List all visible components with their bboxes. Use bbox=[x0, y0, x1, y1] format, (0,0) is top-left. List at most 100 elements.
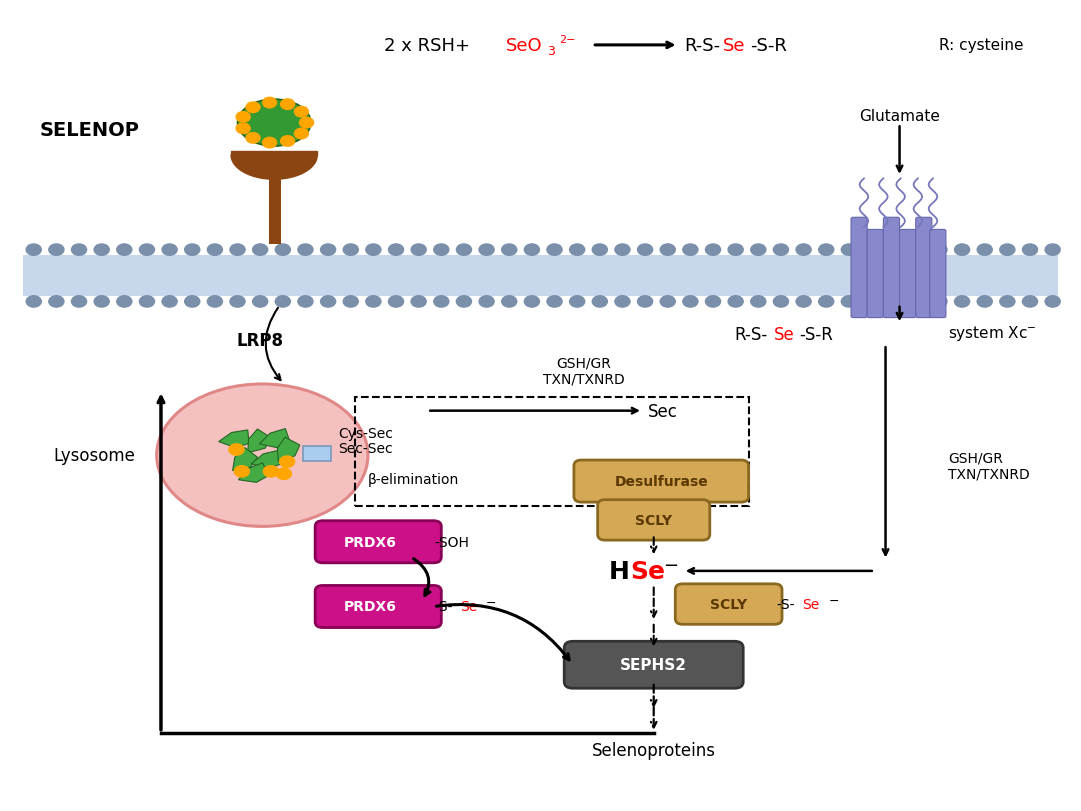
Circle shape bbox=[729, 245, 744, 256]
Polygon shape bbox=[278, 438, 299, 461]
Circle shape bbox=[638, 296, 653, 307]
Circle shape bbox=[277, 469, 292, 480]
Circle shape bbox=[299, 118, 313, 129]
Text: PRDX6: PRDX6 bbox=[344, 535, 397, 549]
FancyBboxPatch shape bbox=[316, 586, 441, 628]
Circle shape bbox=[706, 245, 721, 256]
Circle shape bbox=[253, 296, 268, 307]
Circle shape bbox=[185, 245, 200, 256]
Circle shape bbox=[433, 296, 449, 307]
Circle shape bbox=[1023, 296, 1038, 307]
Circle shape bbox=[456, 296, 471, 307]
Circle shape bbox=[864, 296, 879, 307]
Polygon shape bbox=[232, 448, 257, 471]
Polygon shape bbox=[239, 463, 268, 483]
Circle shape bbox=[615, 296, 630, 307]
Text: R-S-: R-S- bbox=[684, 36, 720, 55]
Circle shape bbox=[570, 245, 585, 256]
Circle shape bbox=[706, 296, 721, 307]
Circle shape bbox=[162, 296, 177, 307]
Circle shape bbox=[886, 245, 902, 256]
Circle shape bbox=[343, 296, 358, 307]
Text: SCLY: SCLY bbox=[636, 513, 672, 527]
Circle shape bbox=[49, 245, 64, 256]
Polygon shape bbox=[218, 431, 249, 448]
Polygon shape bbox=[259, 429, 290, 448]
Circle shape bbox=[185, 296, 200, 307]
Text: Se: Se bbox=[723, 36, 745, 55]
Text: Cys-Sec: Cys-Sec bbox=[337, 427, 392, 441]
Circle shape bbox=[841, 296, 856, 307]
Circle shape bbox=[94, 245, 109, 256]
Text: GSH/GR: GSH/GR bbox=[948, 451, 1003, 465]
Circle shape bbox=[229, 444, 244, 456]
Circle shape bbox=[139, 296, 155, 307]
Circle shape bbox=[263, 138, 277, 148]
Circle shape bbox=[750, 296, 765, 307]
Circle shape bbox=[49, 296, 64, 307]
Text: −: − bbox=[485, 596, 496, 609]
Circle shape bbox=[94, 296, 109, 307]
Circle shape bbox=[909, 296, 924, 307]
Circle shape bbox=[932, 296, 947, 307]
FancyBboxPatch shape bbox=[23, 256, 1058, 296]
Circle shape bbox=[230, 296, 245, 307]
Circle shape bbox=[236, 113, 250, 123]
Text: -S-R: -S-R bbox=[750, 36, 787, 55]
Text: Sec: Sec bbox=[649, 402, 678, 420]
Circle shape bbox=[236, 124, 250, 135]
Text: -S-R: -S-R bbox=[799, 325, 833, 343]
Ellipse shape bbox=[238, 100, 311, 147]
Circle shape bbox=[321, 245, 335, 256]
Text: R: cysteine: R: cysteine bbox=[939, 38, 1024, 54]
Circle shape bbox=[411, 296, 426, 307]
FancyBboxPatch shape bbox=[564, 642, 744, 689]
Circle shape bbox=[230, 245, 245, 256]
Text: R-S-: R-S- bbox=[735, 325, 768, 343]
Circle shape bbox=[294, 129, 308, 139]
Circle shape bbox=[264, 466, 279, 478]
Circle shape bbox=[773, 245, 788, 256]
Circle shape bbox=[456, 245, 471, 256]
Circle shape bbox=[298, 296, 313, 307]
Circle shape bbox=[263, 98, 277, 109]
Circle shape bbox=[281, 100, 295, 110]
Circle shape bbox=[208, 245, 223, 256]
Circle shape bbox=[388, 296, 403, 307]
Circle shape bbox=[388, 245, 403, 256]
Circle shape bbox=[276, 296, 291, 307]
Text: Selenoproteins: Selenoproteins bbox=[591, 740, 716, 759]
Text: −: − bbox=[828, 594, 839, 607]
Circle shape bbox=[796, 296, 811, 307]
Circle shape bbox=[479, 296, 494, 307]
Circle shape bbox=[1045, 296, 1060, 307]
Circle shape bbox=[479, 245, 494, 256]
Circle shape bbox=[683, 296, 698, 307]
Text: 2 x RSH+: 2 x RSH+ bbox=[384, 36, 473, 55]
Circle shape bbox=[276, 245, 291, 256]
Circle shape bbox=[235, 466, 250, 478]
Circle shape bbox=[638, 245, 653, 256]
Circle shape bbox=[139, 245, 155, 256]
FancyBboxPatch shape bbox=[676, 584, 782, 624]
FancyBboxPatch shape bbox=[304, 447, 331, 461]
Text: Sec-Sec: Sec-Sec bbox=[337, 441, 392, 455]
Polygon shape bbox=[231, 156, 318, 180]
Text: GSH/GR: GSH/GR bbox=[557, 356, 611, 370]
Circle shape bbox=[246, 103, 261, 114]
Text: -SOH: -SOH bbox=[435, 535, 470, 549]
Text: 2−: 2− bbox=[559, 35, 575, 45]
Circle shape bbox=[524, 245, 539, 256]
Text: SeO: SeO bbox=[506, 36, 543, 55]
Circle shape bbox=[977, 245, 992, 256]
Polygon shape bbox=[252, 451, 282, 469]
Circle shape bbox=[909, 245, 924, 256]
Text: Desulfurase: Desulfurase bbox=[614, 474, 708, 488]
Circle shape bbox=[26, 245, 41, 256]
Circle shape bbox=[1023, 245, 1038, 256]
Circle shape bbox=[955, 296, 970, 307]
Text: Se: Se bbox=[459, 600, 477, 614]
Circle shape bbox=[615, 245, 630, 256]
Circle shape bbox=[411, 245, 426, 256]
Circle shape bbox=[208, 296, 223, 307]
